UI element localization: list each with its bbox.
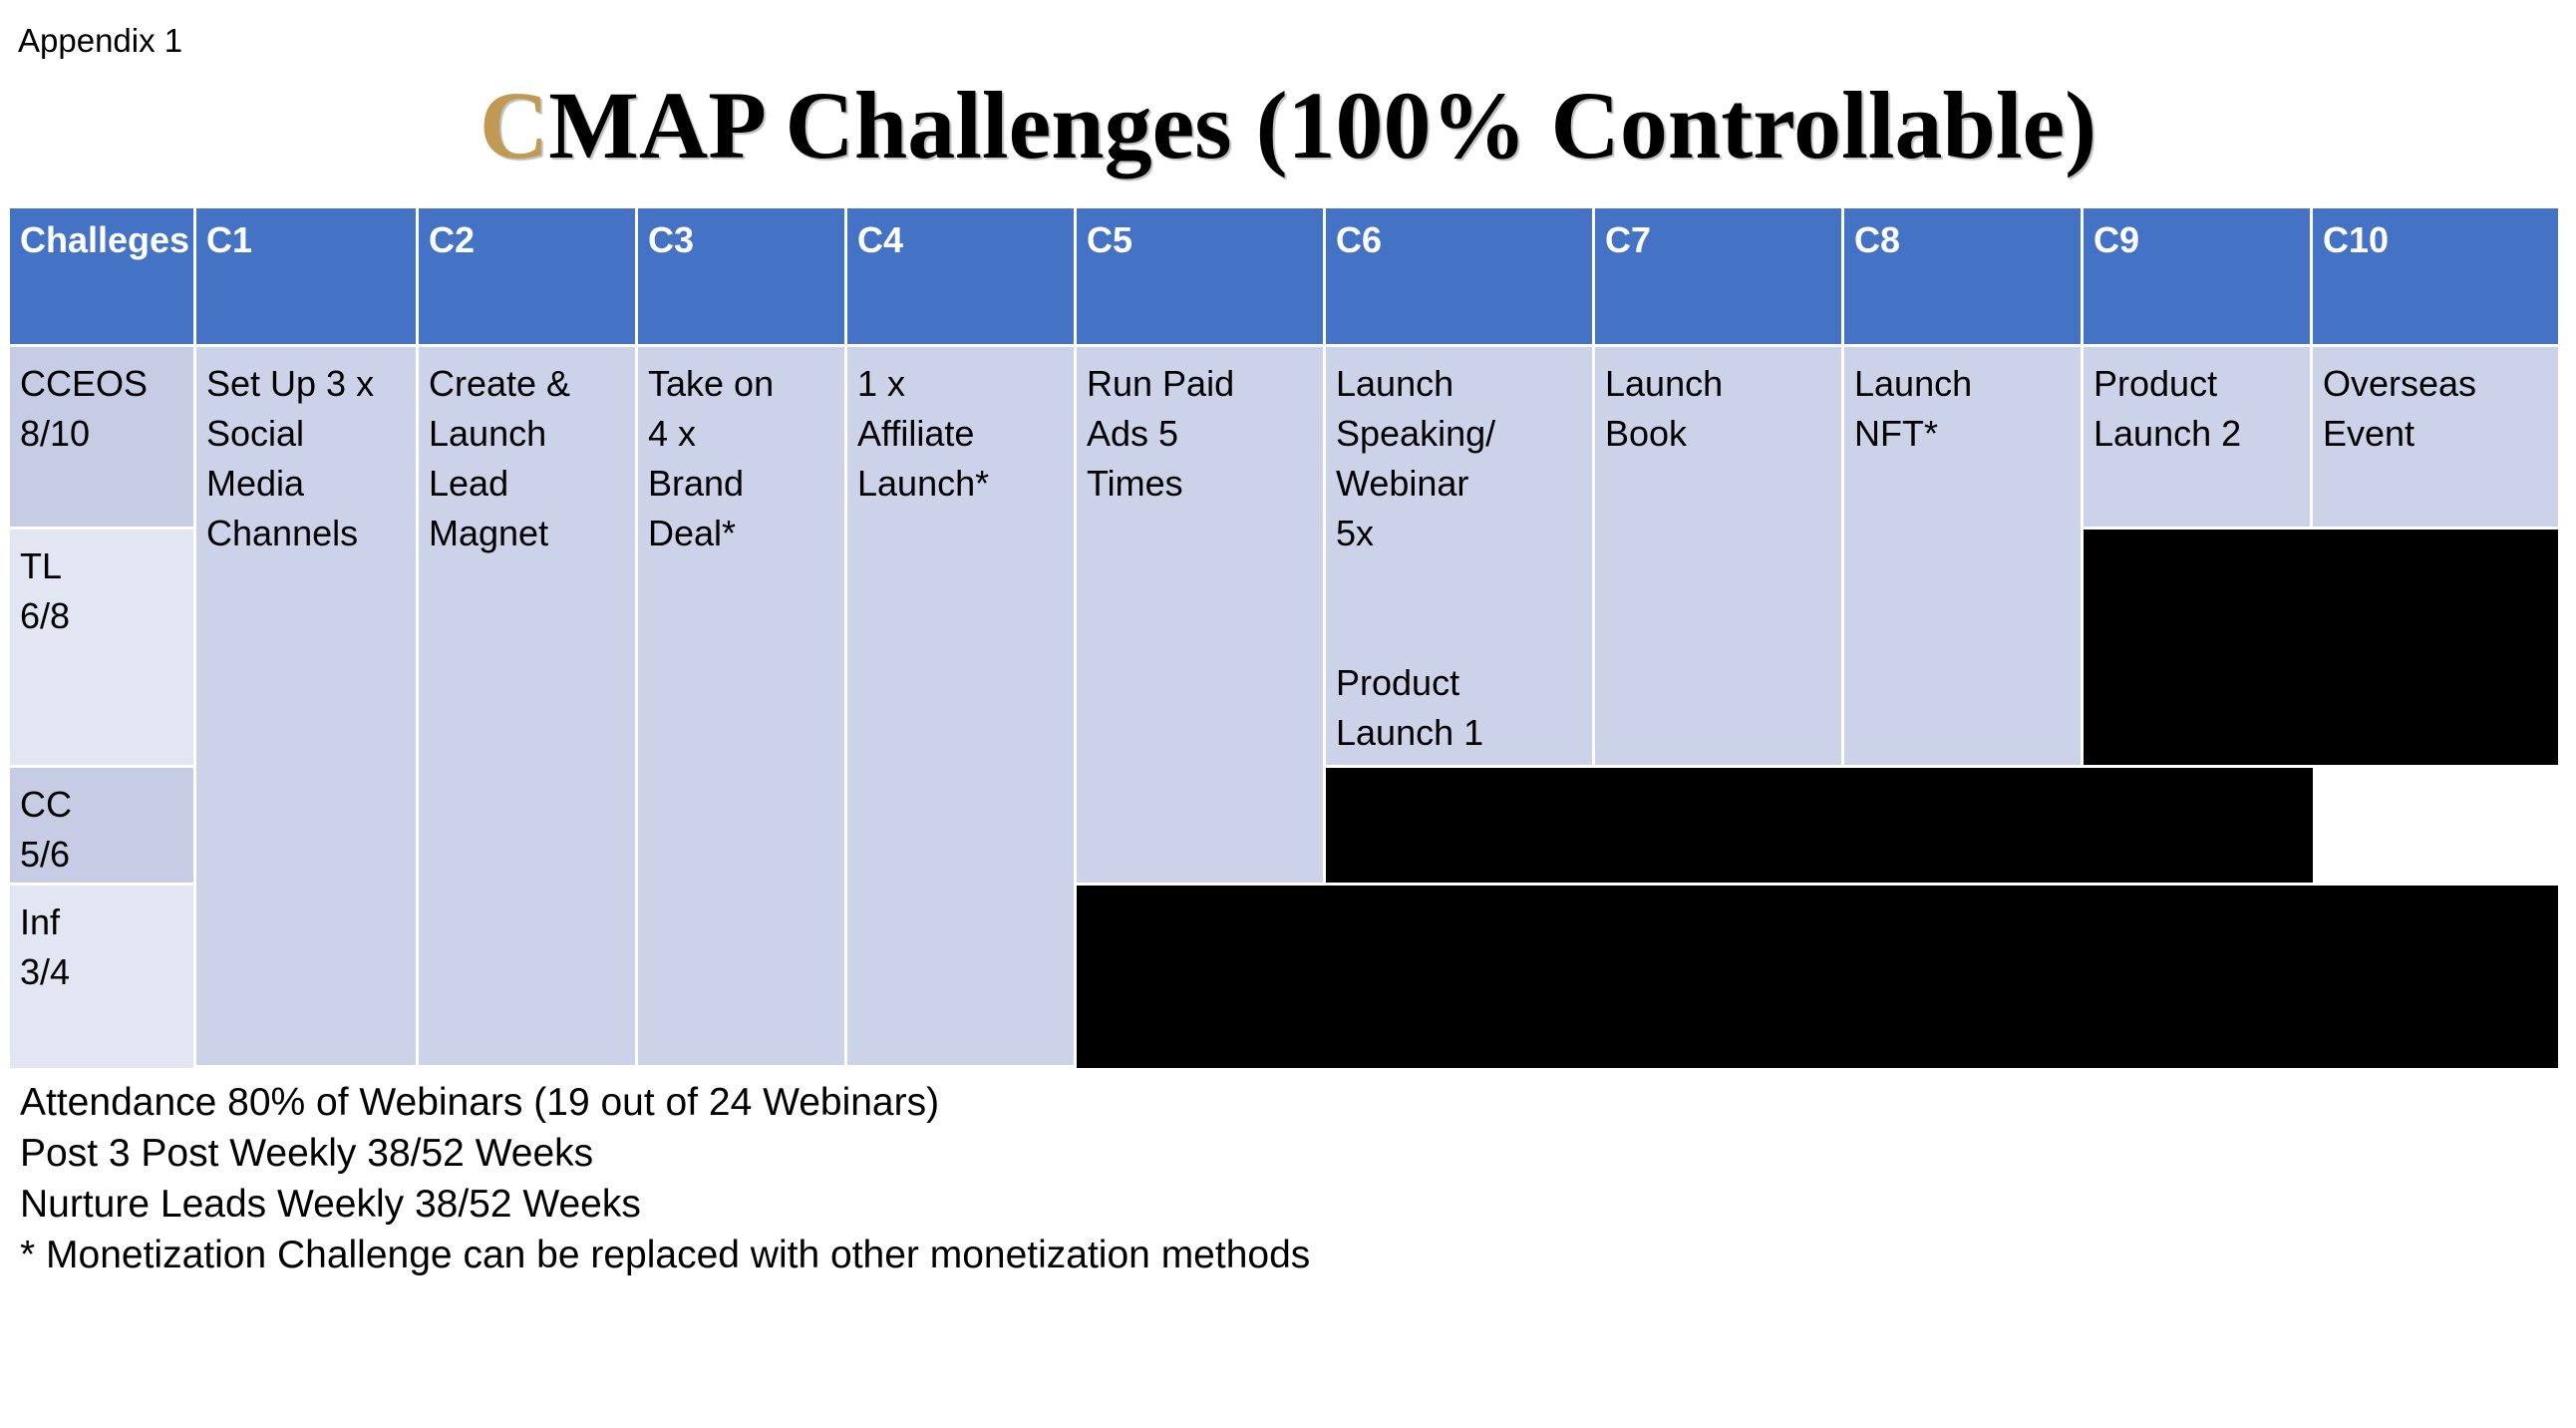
table-row: Inf 3/4 bbox=[10, 885, 2558, 1068]
table-row: CCEOS 8/10 Set Up 3 x Social Media Chann… bbox=[10, 346, 2558, 1068]
column-header-challenges: Challeges bbox=[10, 208, 196, 347]
row-label-cceos: CCEOS 8/10 bbox=[10, 346, 196, 531]
redaction-block-c9-c10 bbox=[2084, 530, 2558, 769]
footer-notes: Attendance 80% of Webinars (19 out of 24… bbox=[20, 1077, 2552, 1280]
title-accent-letter: C bbox=[479, 72, 549, 178]
column-header-c6: C6 bbox=[1326, 208, 1595, 347]
footer-note-attendance: Attendance 80% of Webinars (19 out of 24… bbox=[20, 1081, 940, 1124]
table-header-row: Challeges C1 C2 C3 C4 C5 C6 C7 C8 C9 C10 bbox=[10, 208, 2558, 347]
column-header-c1: C1 bbox=[196, 208, 419, 347]
redaction-block-c5-c10 bbox=[1077, 885, 2558, 1068]
cell-c1: Set Up 3 x Social Media Channels bbox=[196, 346, 419, 1068]
column-header-c3: C3 bbox=[638, 208, 847, 347]
table-row: CC 5/6 bbox=[10, 768, 2558, 886]
challenges-table: Challeges C1 C2 C3 C4 C5 C6 C7 C8 C9 C10… bbox=[10, 208, 2558, 1068]
cell-c7: Launch Book bbox=[1595, 346, 1844, 769]
column-header-c8: C8 bbox=[1844, 208, 2084, 347]
row-label-cc: CC 5/6 bbox=[10, 768, 196, 886]
column-header-c5: C5 bbox=[1077, 208, 1326, 347]
footer-note-posting: Post 3 Post Weekly 38/52 Weeks bbox=[20, 1132, 594, 1175]
cell-c9: Product Launch 2 bbox=[2084, 346, 2313, 531]
cell-c6: Launch Speaking/ Webinar 5x Product Laun… bbox=[1326, 346, 1595, 769]
page-title: CMAP Challenges (100% Controllable) bbox=[0, 76, 2576, 176]
column-header-c2: C2 bbox=[419, 208, 638, 347]
cell-c2: Create & Launch Lead Magnet bbox=[419, 346, 638, 1068]
table-row: TL 6/8 bbox=[10, 530, 2558, 769]
cell-c6-top: Launch Speaking/ Webinar 5x bbox=[1336, 362, 1496, 553]
footer-note-monetization: * Monetization Challenge can be replaced… bbox=[20, 1234, 1311, 1276]
title-rest: MAP Challenges (100% Controllable) bbox=[548, 72, 2097, 178]
cell-c3: Take on 4 x Brand Deal* bbox=[638, 346, 847, 1068]
column-header-c7: C7 bbox=[1595, 208, 1844, 347]
row-label-tl: TL 6/8 bbox=[10, 530, 196, 769]
column-header-c9: C9 bbox=[2084, 208, 2313, 347]
redaction-block-c7-c10 bbox=[1326, 768, 2313, 886]
column-header-c10: C10 bbox=[2313, 208, 2558, 347]
cell-c6-bottom: Product Launch 1 bbox=[1336, 661, 1484, 753]
row-label-inf: Inf 3/4 bbox=[10, 885, 196, 1068]
cell-c4: 1 x Affiliate Launch* bbox=[847, 346, 1077, 1068]
cell-c5: Run Paid Ads 5 Times bbox=[1077, 346, 1326, 886]
cell-c8: Launch NFT* bbox=[1844, 346, 2084, 769]
cell-c10: Overseas Event bbox=[2313, 346, 2558, 531]
column-header-c4: C4 bbox=[847, 208, 1077, 347]
footer-note-nurture: Nurture Leads Weekly 38/52 Weeks bbox=[20, 1183, 641, 1226]
appendix-label: Appendix 1 bbox=[18, 22, 183, 59]
